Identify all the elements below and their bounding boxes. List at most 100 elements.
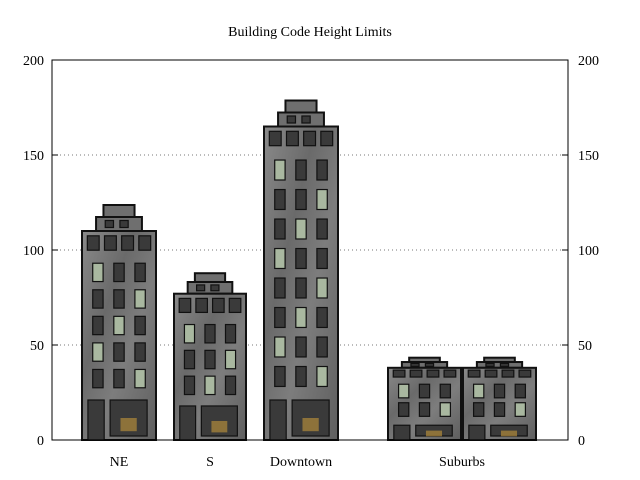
window-mark <box>320 130 334 147</box>
window-mark <box>204 323 216 344</box>
window-mark <box>92 315 104 336</box>
window-mark <box>274 218 286 240</box>
window-mark <box>274 247 286 270</box>
bar-suburbs <box>387 356 537 441</box>
window-mark <box>316 365 328 388</box>
window-mark <box>134 315 146 336</box>
window-mark <box>295 247 307 270</box>
y2-tick-label: 200 <box>578 54 599 69</box>
window-mark <box>316 218 328 240</box>
door-mark <box>87 399 105 441</box>
window-mark <box>113 342 125 362</box>
window-mark <box>316 247 328 270</box>
storefront-light <box>211 420 228 433</box>
y-tick-label: 0 <box>37 434 44 449</box>
window-mark <box>134 262 146 283</box>
window-mark <box>418 402 431 417</box>
window-mark <box>138 235 152 251</box>
window-mark <box>224 323 237 344</box>
window-mark <box>210 284 220 292</box>
window-mark <box>439 383 452 399</box>
storefront-light <box>500 430 518 437</box>
roof-top <box>102 204 136 218</box>
y-tick-label: 200 <box>23 54 44 69</box>
window-mark <box>514 402 527 417</box>
window-mark <box>493 402 506 417</box>
window-mark <box>303 130 317 147</box>
window-mark <box>424 362 435 367</box>
window-mark <box>501 369 515 378</box>
window-mark <box>134 342 146 362</box>
window-mark <box>295 159 307 181</box>
window-mark <box>183 323 196 344</box>
window-mark <box>316 306 328 329</box>
roof-top <box>284 99 318 114</box>
roof-level <box>277 111 325 128</box>
y2-tick-label: 50 <box>578 339 592 354</box>
window-mark <box>224 349 237 370</box>
window-mark <box>196 284 206 292</box>
window-mark <box>397 383 410 399</box>
y2-tick-label: 150 <box>578 149 599 164</box>
window-mark <box>268 130 282 147</box>
window-mark <box>183 375 196 396</box>
window-mark <box>397 402 410 417</box>
door-mark <box>179 405 197 441</box>
window-mark <box>518 369 532 378</box>
window-mark <box>103 235 117 251</box>
window-mark <box>301 115 311 124</box>
y2-tick-label: 100 <box>578 244 599 259</box>
window-mark <box>113 262 125 283</box>
window-mark <box>514 383 527 399</box>
window-mark <box>211 297 225 314</box>
x-tick-label: S <box>206 455 214 470</box>
window-mark <box>295 365 307 388</box>
window-mark <box>472 383 485 399</box>
window-mark <box>316 188 328 211</box>
roof-level <box>95 216 143 232</box>
window-mark <box>121 235 135 251</box>
storefront-light <box>302 418 319 432</box>
window-mark <box>274 277 286 299</box>
window-mark <box>484 369 498 378</box>
window-mark <box>467 369 481 378</box>
window-mark <box>104 219 115 229</box>
window-mark <box>274 365 286 388</box>
window-mark <box>295 306 307 329</box>
roof-top <box>193 272 227 283</box>
window-mark <box>274 159 286 181</box>
window-mark <box>485 362 495 367</box>
window-mark <box>392 369 406 378</box>
window-mark <box>295 218 307 240</box>
bar-downtown <box>263 99 339 441</box>
x-tick-label: Downtown <box>270 455 332 470</box>
y-tick-label: 150 <box>23 149 44 164</box>
bar-s <box>173 272 247 442</box>
roof-level <box>186 280 234 295</box>
window-mark <box>439 402 452 417</box>
window-mark <box>195 297 209 314</box>
window-mark <box>472 402 485 417</box>
window-mark <box>295 277 307 299</box>
window-mark <box>183 349 196 370</box>
window-mark <box>410 362 420 367</box>
window-mark <box>86 235 100 251</box>
window-mark <box>134 368 146 389</box>
window-mark <box>295 336 307 358</box>
y-tick-label: 50 <box>30 339 44 354</box>
window-mark <box>316 336 328 358</box>
window-mark <box>224 375 237 396</box>
window-mark <box>178 297 192 314</box>
door-mark <box>468 424 486 441</box>
window-mark <box>499 362 510 367</box>
plot-frame <box>51 59 569 441</box>
window-mark <box>134 289 146 309</box>
window-mark <box>409 369 423 378</box>
window-mark <box>274 306 286 329</box>
storefront-light <box>120 418 137 432</box>
x-tick-label: Suburbs <box>439 455 485 470</box>
window-mark <box>316 159 328 181</box>
window-mark <box>92 289 104 309</box>
window-mark <box>228 297 242 314</box>
